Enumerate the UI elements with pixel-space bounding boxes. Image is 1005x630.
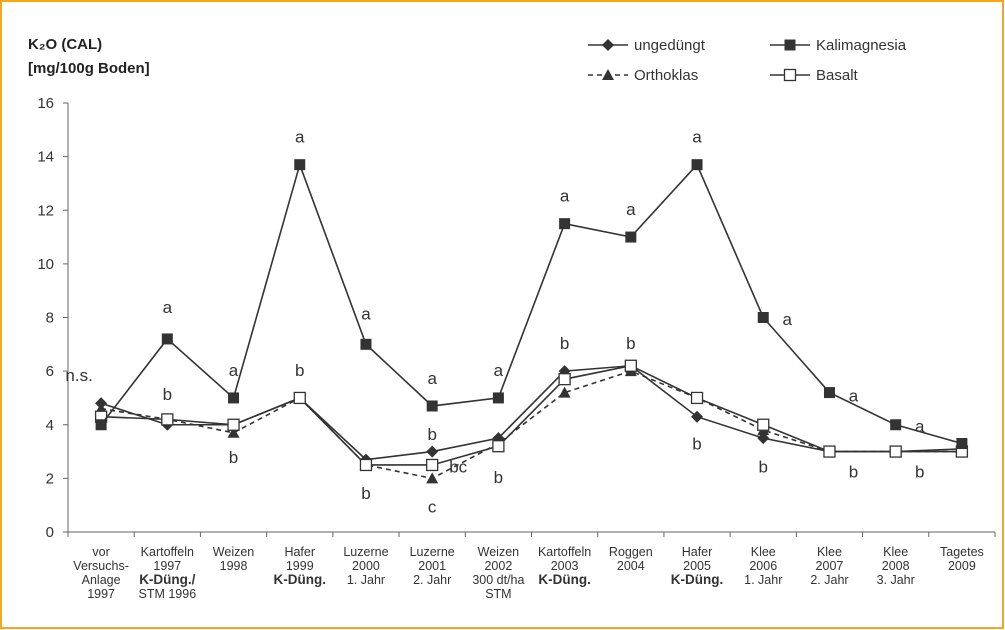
x-tick-label: Kartoffeln 2003 K-Düng. [538,545,591,587]
significance-label: a [361,304,371,323]
data-point-basalt [823,445,836,458]
significance-label: a [626,200,636,219]
significance-label: a [560,187,570,206]
series-line-kalimagnesia [100,162,963,445]
data-point-basalt [359,458,373,472]
significance-label: a [692,128,702,147]
legend-marker-kalimagnesia [784,39,796,51]
y-tick-label: 2 [46,470,54,487]
y-axis-title-line-1: K₂O (CAL) [28,36,103,53]
significance-label: a [427,369,437,388]
significance-label: b [229,448,238,467]
data-point-kalimagnesia [890,419,902,431]
significance-label: a [494,361,504,380]
significance-label: a [163,298,173,317]
data-point-basalt [492,440,505,453]
data-point-basalt [889,445,902,458]
data-point-basalt [757,418,770,431]
data-point-kalimagnesia [559,218,571,230]
x-tick-label: Luzerne 2000 1. Jahr [343,545,388,587]
legend-label-orthoklas: Orthoklas [634,67,698,84]
data-point-kalimagnesia [691,159,703,171]
y-tick-label: 16 [37,95,54,112]
series-line-basalt [101,364,962,466]
significance-label: n.s. [65,366,92,385]
data-point-basalt [227,418,240,431]
data-point-basalt [690,391,704,405]
y-tick-label: 0 [46,524,54,541]
x-tick-label: Hafer 1999 K-Düng. [274,545,326,587]
data-point-kalimagnesia [757,312,769,323]
data-point-basalt [161,413,174,426]
data-point-ungedüngt [691,410,704,423]
data-point-basalt [293,391,306,405]
x-tick-label: Luzerne 2001 2. Jahr [410,545,455,587]
legend-label-kalimagnesia: Kalimagnesia [816,37,907,54]
significance-label: a [229,361,239,380]
x-tick-label: Klee 2008 3. Jahr [877,545,915,587]
data-point-basalt [558,373,571,386]
data-point-kalimagnesia [294,159,306,171]
significance-label: b [849,463,858,482]
significance-label: b [295,361,304,380]
significance-label: b [163,385,172,404]
significance-label: b [361,484,370,503]
significance-label: b [427,425,436,444]
y-tick-label: 6 [46,363,54,380]
data-point-kalimagnesia [823,387,835,399]
legend-marker-basalt [783,68,797,82]
significance-label: a [849,386,859,405]
data-point-kalimagnesia [625,231,637,243]
x-tick-label: Weizen 1998 [213,545,255,573]
x-tick-label: Hafer 2005 K-Düng. [671,545,723,587]
significance-label: b [494,468,503,487]
data-point-kalimagnesia [956,438,968,450]
significance-label: b [759,457,768,476]
y-tick-label: 14 [37,149,54,166]
data-point-kalimagnesia [426,400,438,412]
y-axis-title-line-2: [mg/100g Boden] [28,60,150,77]
data-point-orthoklas [426,472,439,484]
x-tick-label: Klee 2006 1. Jahr [744,545,782,587]
y-tick-label: 10 [37,256,54,273]
data-point-basalt [426,458,439,472]
x-tick-label: Klee 2007 2. Jahr [810,545,848,587]
significance-label: a [915,417,925,436]
data-point-ungedüngt [757,432,770,445]
significance-label: b [626,334,635,353]
data-point-orthoklas [558,386,571,398]
data-point-kalimagnesia [360,338,372,350]
data-point-ungedüngt [426,445,439,458]
significance-label: bc [449,457,467,476]
significance-label: b [560,334,569,353]
x-tick-label: vor Versuchs-Anlage 1997 [73,545,129,601]
y-tick-label: 12 [37,202,54,219]
significance-label: b [692,435,701,454]
legend-label-ungedüngt: ungedüngt [634,37,706,54]
x-tick-label: Weizen 2002 300 dt/ha STM [472,545,524,601]
significance-label: b [915,463,924,482]
x-tick-label: Tagetes 2009 [940,545,984,573]
y-tick-label: 8 [46,310,54,327]
data-point-orthoklas [227,426,240,438]
data-point-kalimagnesia [95,419,107,431]
data-point-basalt [624,359,637,372]
data-point-kalimagnesia [228,392,240,404]
data-point-kalimagnesia [492,392,504,404]
legend-marker-orthoklas [602,69,614,80]
legend-label-basalt: Basalt [816,67,859,84]
significance-label: a [783,310,793,329]
data-point-ungedüngt [95,397,108,410]
significance-label: c [428,498,437,517]
significance-label: a [295,128,305,147]
data-point-kalimagnesia [161,333,173,345]
series-line-orthoklas [100,370,962,480]
x-tick-label: Kartoffeln 1997 K-Düng./STM 1996 [138,545,196,601]
legend-marker-ungedüngt [602,39,614,51]
x-tick-label: Roggen 2004 [609,545,653,573]
y-tick-label: 4 [46,417,54,434]
